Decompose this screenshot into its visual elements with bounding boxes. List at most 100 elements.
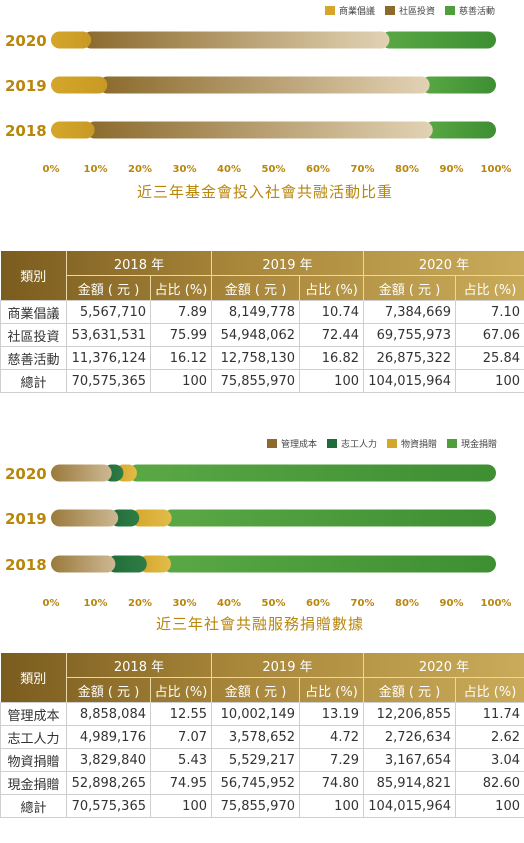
year-label: 2018 xyxy=(5,122,47,140)
row-category: 總計 xyxy=(0,369,67,393)
percent-header: 占比 (%) xyxy=(150,677,212,703)
legend-swatch xyxy=(445,6,456,15)
table-row: 物資捐贈 3,829,840 5.43 5,529,217 7.29 3,167,654 3… xyxy=(0,748,524,772)
amount-cell: 3,578,652 xyxy=(211,725,300,749)
amount-header: 金額 ( 元 ) xyxy=(211,275,300,301)
bar-segment-志工人力-2018 xyxy=(106,555,147,573)
bar-segment-管理成本-2019 xyxy=(51,509,119,527)
legend-label: 志工人力 xyxy=(341,440,378,450)
x-tick-label: 50% xyxy=(262,164,286,175)
amount-cell: 52,898,265 xyxy=(66,771,151,795)
x-tick-label: 30% xyxy=(173,598,197,609)
amount-cell: 70,575,365 xyxy=(66,369,151,393)
amount-cell: 12,758,130 xyxy=(211,346,300,370)
bar-segment-慈善活動-2020 xyxy=(381,31,496,49)
legend-swatch xyxy=(327,439,338,448)
year-label: 2019 xyxy=(5,77,47,95)
percent-cell: 100 xyxy=(299,794,364,818)
legend-swatch xyxy=(267,439,277,448)
x-tick-label: 60% xyxy=(306,164,330,175)
x-tick-label: 50% xyxy=(262,598,286,609)
table-row: 總計 70,575,365 100 75,855,970 100 104,015,964 1… xyxy=(0,794,524,818)
legend-item-material: 物資捐贈 xyxy=(387,437,437,450)
percent-cell: 2.62 xyxy=(455,725,524,749)
x-tick-label: 40% xyxy=(217,164,241,175)
legend-label: 慈善活動 xyxy=(459,7,496,17)
x-tick-label: 10% xyxy=(84,598,108,609)
percent-cell: 25.84 xyxy=(455,346,524,370)
percent-cell: 100 xyxy=(455,369,524,393)
x-tick-label: 80% xyxy=(395,598,419,609)
amount-cell: 26,875,322 xyxy=(363,346,456,370)
legend-swatch xyxy=(385,6,396,15)
percent-cell: 5.43 xyxy=(150,748,212,772)
table2: 類別 2018 年 2019 年 2020 年金額 ( 元 ) 占比 (%) 金額 ( 元… xyxy=(0,653,524,818)
legend-item-charity: 慈善活動 xyxy=(445,4,495,17)
x-tick-label: 60% xyxy=(306,598,330,609)
row-category: 總計 xyxy=(0,794,67,818)
percent-cell: 100 xyxy=(455,794,524,818)
percent-cell: 100 xyxy=(150,794,212,818)
legend-label: 物資捐贈 xyxy=(401,440,438,450)
x-tick-label: 100% xyxy=(481,164,512,175)
legend-item-cash: 現金捐贈 xyxy=(447,437,497,450)
year-label: 2020 xyxy=(5,32,47,50)
bar-segment-管理成本-2018 xyxy=(51,555,116,573)
amount-cell: 4,989,176 xyxy=(66,725,151,749)
amount-cell: 7,384,669 xyxy=(363,300,456,324)
amount-cell: 8,858,084 xyxy=(66,702,151,726)
year-header: 2019 年 xyxy=(211,653,364,678)
percent-header: 占比 (%) xyxy=(455,275,524,301)
bar-segment-商業倡議-2020 xyxy=(51,31,92,49)
percent-cell: 74.80 xyxy=(299,771,364,795)
bar-segment-社區投資-2020 xyxy=(82,31,390,49)
amount-cell: 104,015,964 xyxy=(363,794,456,818)
chart2-legend: 管理成本 志工人力 物資捐贈 現金捐贈 xyxy=(257,437,497,450)
amount-header: 金額 ( 元 ) xyxy=(66,275,151,301)
year-label: 2019 xyxy=(5,510,47,528)
percent-cell: 12.55 xyxy=(150,702,212,726)
chart1-caption: 近三年基金會投入社會共融活動比重 xyxy=(137,183,394,201)
amount-cell: 75,855,970 xyxy=(211,369,300,393)
percent-cell: 75.99 xyxy=(150,323,212,347)
bar-segment-慈善活動-2019 xyxy=(421,76,496,94)
percent-cell: 82.60 xyxy=(455,771,524,795)
amount-cell: 5,529,217 xyxy=(211,748,300,772)
bar-segment-志工人力-2019 xyxy=(109,509,140,527)
row-category: 慈善活動 xyxy=(0,346,67,370)
amount-header: 金額 ( 元 ) xyxy=(66,677,151,703)
bar-segment-社區投資-2018 xyxy=(86,121,433,139)
x-tick-label: 20% xyxy=(128,598,152,609)
row-category: 商業倡議 xyxy=(0,300,67,324)
legend-label: 管理成本 xyxy=(281,440,318,450)
table-row: 管理成本 8,858,084 12.55 10,002,149 13.19 12,206,… xyxy=(0,702,524,726)
percent-header: 占比 (%) xyxy=(455,677,524,703)
bar-segment-慈善活動-2018 xyxy=(424,121,496,139)
percent-cell: 10.74 xyxy=(299,300,364,324)
bar-segment-社區投資-2019 xyxy=(98,76,430,94)
percent-cell: 100 xyxy=(150,369,212,393)
table-row: 慈善活動 11,376,124 16.12 12,758,130 16.82 26,875… xyxy=(0,346,524,370)
table1: 類別 2018 年 2019 年 2020 年金額 ( 元 ) 占比 (%) 金額 ( 元… xyxy=(0,251,524,393)
bar-segment-物資捐贈-2018 xyxy=(138,555,171,573)
amount-cell: 85,914,821 xyxy=(363,771,456,795)
category-header: 類別 xyxy=(0,251,67,301)
amount-cell: 53,631,531 xyxy=(66,323,151,347)
x-tick-label: 0% xyxy=(43,598,60,609)
x-tick-label: 100% xyxy=(481,598,512,609)
bar-segment-現金捐贈-2019 xyxy=(163,509,496,527)
amount-cell: 5,567,710 xyxy=(66,300,151,324)
legend-item-volunteer: 志工人力 xyxy=(327,437,377,450)
x-tick-label: 70% xyxy=(351,598,375,609)
amount-cell: 3,167,654 xyxy=(363,748,456,772)
row-category: 社區投資 xyxy=(0,323,67,347)
percent-cell: 67.06 xyxy=(455,323,524,347)
amount-cell: 104,015,964 xyxy=(363,369,456,393)
bar-segment-管理成本-2020 xyxy=(51,464,112,482)
amount-cell: 56,745,952 xyxy=(211,771,300,795)
amount-cell: 8,149,778 xyxy=(211,300,300,324)
year-header: 2019 年 xyxy=(211,251,364,276)
x-tick-label: 30% xyxy=(173,164,197,175)
year-label: 2018 xyxy=(5,556,47,574)
chart1-plot: 2020 2019 2018 0% 10% 20% 30% 40% 50% 60% 70% 80% 90… xyxy=(5,31,512,175)
